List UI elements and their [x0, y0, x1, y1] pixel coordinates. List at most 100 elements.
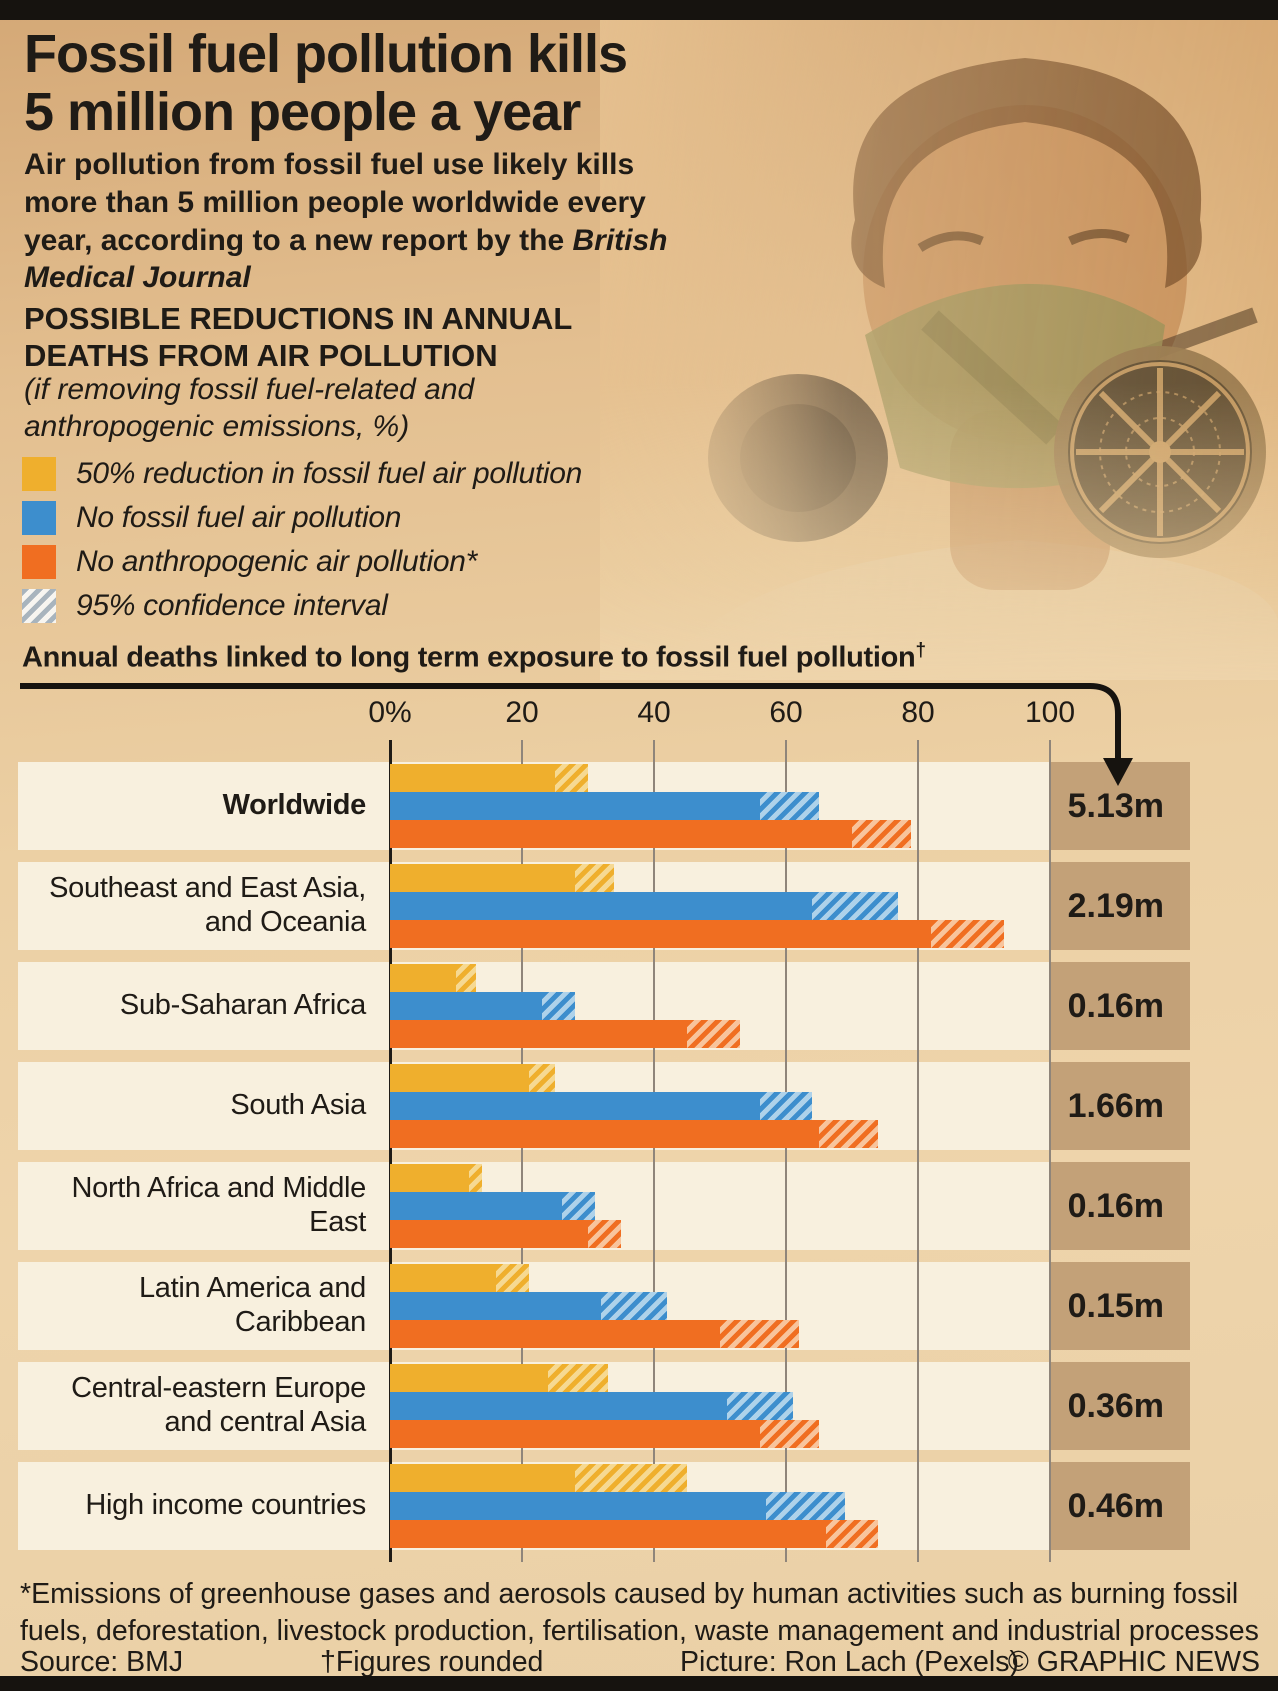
legend-label: 50% reduction in fossil fuel air polluti… [76, 457, 583, 490]
source-label: Source: BMJ [20, 1646, 184, 1678]
bar-confidence-interval-orange [687, 1020, 740, 1048]
bar-confidence-interval-blue [759, 1092, 813, 1120]
deaths-value-cell [1050, 1262, 1190, 1350]
title-line-1: Fossil fuel pollution kills [24, 24, 628, 84]
deaths-value-cell [1050, 962, 1190, 1050]
legend-item-confidence-interval: 95% confidence interval [22, 584, 682, 628]
bar-confidence-interval-yellow [555, 764, 588, 792]
source-line: Source: BMJ †Figures rounded Picture: Ro… [20, 1646, 1260, 1680]
bar-confidence-interval-orange [825, 1520, 879, 1548]
deaths-value: 5.13m [1067, 786, 1164, 825]
chart-title: Annual deaths linked to long term exposu… [22, 640, 1202, 675]
legend-label: No fossil fuel air pollution [76, 501, 402, 534]
yellow-swatch [22, 457, 56, 491]
bar-solid-yellow [390, 1264, 496, 1292]
axis-tick-label: 80 [901, 696, 935, 729]
bar-solid-orange [390, 1520, 826, 1548]
axis-tick-label: 40 [637, 696, 671, 729]
deaths-value-cell [1050, 1162, 1190, 1250]
bar-solid-orange [390, 820, 852, 848]
bar-confidence-interval-blue [759, 792, 819, 820]
rule-line [20, 683, 1121, 760]
bar-solid-orange [390, 920, 932, 948]
bar-confidence-interval-orange [931, 920, 1004, 948]
bar-solid-blue [390, 1092, 760, 1120]
bar-confidence-interval-yellow [528, 1064, 555, 1092]
intro-text: Air pollution from fossil fuel use likel… [24, 148, 646, 257]
bar-solid-orange [390, 1120, 819, 1148]
bar-solid-yellow [390, 1364, 549, 1392]
section-heading: POSSIBLE REDUCTIONS IN ANNUAL DEATHS FRO… [24, 301, 572, 374]
legend: 50% reduction in fossil fuel air polluti… [22, 452, 682, 628]
region-label: High income countries [85, 1489, 366, 1522]
dagger-superscript: † [915, 640, 926, 661]
bottom-border-bar [0, 1676, 1278, 1691]
bar-solid-orange [390, 1420, 760, 1448]
region-label: Worldwide [222, 789, 367, 822]
bar-confidence-interval-orange [720, 1320, 800, 1348]
legend-item-no-anthropogenic: No anthropogenic air pollution* [22, 540, 682, 584]
deaths-value: 0.46m [1067, 1486, 1164, 1525]
copyright: © GRAPHIC NEWS [1007, 1646, 1260, 1678]
bar-confidence-interval-yellow [495, 1264, 529, 1292]
bar-confidence-interval-blue [812, 892, 899, 920]
axis-baseline [388, 740, 392, 1562]
axis-tick-label: 0% [368, 696, 412, 729]
deaths-value: 0.16m [1067, 986, 1164, 1025]
legend-item-no-fossil: No fossil fuel air pollution [22, 496, 682, 540]
legend-label: No anthropogenic air pollution* [76, 545, 477, 578]
chart-title-text: Annual deaths linked to long term exposu… [22, 641, 916, 674]
legend-label: 95% confidence interval [76, 589, 388, 622]
bar-solid-blue [390, 992, 542, 1020]
bar-solid-blue [390, 1192, 562, 1220]
gridline [785, 740, 787, 1562]
bar-confidence-interval-orange [819, 1120, 879, 1148]
region-label: Latin America and Caribbean [138, 1272, 366, 1338]
intro-journal-name: British Medical Journal [24, 223, 668, 295]
deaths-value-cell [1050, 1362, 1190, 1450]
section-subnote: (if removing fossil fuel-related and ant… [24, 373, 475, 443]
orange-swatch [22, 545, 56, 579]
legend-item-50pct-reduction: 50% reduction in fossil fuel air polluti… [22, 452, 682, 496]
deaths-value-cell [1050, 1462, 1190, 1550]
bar-confidence-interval-orange [759, 1420, 819, 1448]
bar-solid-yellow [390, 1064, 529, 1092]
top-border-bar [0, 0, 1278, 20]
deaths-value: 2.19m [1067, 886, 1164, 925]
gridline [1049, 740, 1051, 1562]
blue-swatch [22, 501, 56, 535]
bar-solid-yellow [390, 864, 575, 892]
region-label: Central-eastern Europe and central Asia [71, 1372, 366, 1438]
bar-solid-blue [390, 792, 760, 820]
bar-confidence-interval-blue [541, 992, 575, 1020]
photo-sepia-overlay [600, 20, 1278, 680]
bar-confidence-interval-yellow [574, 1464, 687, 1492]
region-label: Southeast and East Asia, and Oceania [49, 872, 366, 938]
axis-tick-label: 60 [769, 696, 803, 729]
bar-confidence-interval-blue [601, 1292, 668, 1320]
footnote-asterisk: *Emissions of greenhouse gases and aeros… [20, 1578, 1259, 1648]
gridline [521, 740, 523, 1562]
deaths-value: 1.66m [1067, 1086, 1164, 1125]
intro-paragraph: Air pollution from fossil fuel use likel… [24, 146, 692, 297]
bar-solid-blue [390, 892, 813, 920]
header-rule-and-arrow [20, 683, 1133, 786]
region-label: Sub-Saharan Africa [119, 989, 366, 1022]
gridline [653, 740, 655, 1562]
title-line-2: 5 million people a year [24, 81, 581, 142]
bar-solid-yellow [390, 764, 555, 792]
deaths-value: 0.36m [1067, 1386, 1164, 1425]
bar-solid-orange [390, 1020, 687, 1048]
figures-rounded-note: †Figures rounded [320, 1646, 544, 1678]
bar-confidence-interval-blue [561, 1192, 595, 1220]
bar-solid-orange [390, 1320, 720, 1348]
axis-tick-label: 100 [1024, 696, 1076, 729]
bar-confidence-interval-orange [852, 820, 912, 848]
bar-confidence-interval-yellow [574, 864, 615, 892]
bar-confidence-interval-yellow [456, 964, 476, 992]
bar-confidence-interval-yellow [548, 1364, 608, 1392]
bar-confidence-interval-blue [766, 1492, 846, 1520]
bar-solid-orange [390, 1220, 588, 1248]
deaths-value-cell [1050, 1062, 1190, 1150]
